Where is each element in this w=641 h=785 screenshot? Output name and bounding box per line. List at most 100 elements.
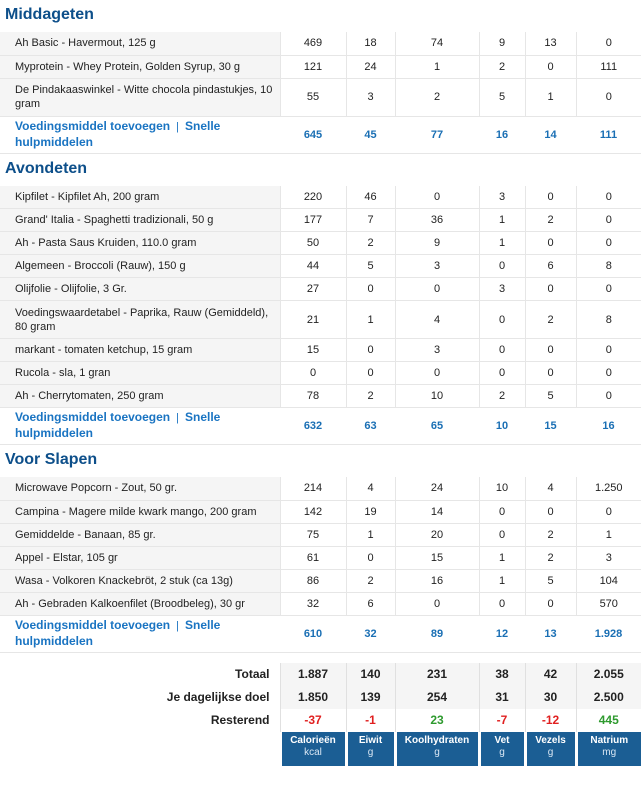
food-row[interactable]: Ah - Cherrytomaten, 250 gram 78 2 10 2 5… <box>0 384 641 408</box>
fat-summary: 31 <box>478 685 525 709</box>
calories-value: 44 <box>279 254 346 278</box>
meal-table-middageten: Ah Basic - Havermout, 125 g 469 18 74 9 … <box>0 32 641 154</box>
food-name[interactable]: Algemeen - Broccoli (Rauw), 150 g <box>0 254 280 278</box>
food-name[interactable]: Rucola - sla, 1 gran <box>0 361 280 385</box>
column-header-fiber: Vezels g <box>523 731 576 766</box>
protein-value: 2 <box>345 231 395 255</box>
food-row[interactable]: Gemiddelde - Banaan, 85 gr. 75 1 20 0 2 … <box>0 523 641 547</box>
add-food-link[interactable]: Voedingsmiddel toevoegen <box>15 118 171 133</box>
food-name[interactable]: Ah - Pasta Saus Kruiden, 110.0 gram <box>0 231 280 255</box>
food-row[interactable]: Olijfolie - Olijfolie, 3 Gr. 27 0 0 3 0 … <box>0 277 641 301</box>
sodium-value: 3 <box>575 546 641 570</box>
fat-value: 0 <box>478 254 525 278</box>
food-name[interactable]: Wasa - Volkoren Knackebröt, 2 stuk (ca 1… <box>0 569 280 593</box>
food-row[interactable]: Myprotein - Whey Protein, Golden Syrup, … <box>0 55 641 79</box>
fiber-value: 0 <box>524 277 576 301</box>
protein-summary: 140 <box>345 662 395 686</box>
calories-value: 61 <box>279 546 346 570</box>
carbs-value: 3 <box>394 338 479 362</box>
column-unit: kcal <box>304 746 322 758</box>
food-row[interactable]: Kipfilet - Kipfilet Ah, 200 gram 220 46 … <box>0 185 641 209</box>
food-name[interactable]: Ah Basic - Havermout, 125 g <box>0 32 280 56</box>
fat-remaining: -7 <box>478 708 525 732</box>
fat-value: 0 <box>478 338 525 362</box>
calories-summary: 1.887 <box>279 662 346 686</box>
meal-totals-row: Voedingsmiddel toevoegen | Snelle hulpmidd… <box>0 407 641 445</box>
food-row[interactable]: Algemeen - Broccoli (Rauw), 150 g 44 5 3… <box>0 254 641 278</box>
column-title: Natrium <box>590 734 629 746</box>
food-name[interactable]: Ah - Cherrytomaten, 250 gram <box>0 384 280 408</box>
sodium-value: 0 <box>575 185 641 209</box>
calories-value: 177 <box>279 208 346 232</box>
calories-value: 50 <box>279 231 346 255</box>
carbs-value: 0 <box>394 277 479 301</box>
link-separator: | <box>176 412 179 424</box>
food-row[interactable]: Wasa - Volkoren Knackebröt, 2 stuk (ca 1… <box>0 569 641 593</box>
protein-total: 32 <box>346 615 395 653</box>
food-name[interactable]: Campina - Magere milde kwark mango, 200 … <box>0 500 280 524</box>
food-row[interactable]: Appel - Elstar, 105 gr 61 0 15 1 2 3 <box>0 546 641 570</box>
meal-totals-row: Voedingsmiddel toevoegen | Snelle hulpmidd… <box>0 615 641 653</box>
food-name[interactable]: Microwave Popcorn - Zout, 50 gr. <box>0 477 280 501</box>
carbs-value: 9 <box>394 231 479 255</box>
fiber-summary: 30 <box>524 685 576 709</box>
calories-value: 21 <box>279 300 346 339</box>
carbs-value: 14 <box>394 500 479 524</box>
fat-value: 3 <box>478 277 525 301</box>
fat-value: 2 <box>478 55 525 79</box>
protein-remaining: -1 <box>345 708 395 732</box>
food-name[interactable]: Appel - Elstar, 105 gr <box>0 546 280 570</box>
meal-actions: Voedingsmiddel toevoegen | Snelle hulpmidd… <box>0 407 280 445</box>
carbs-value: 4 <box>394 300 479 339</box>
carbs-value: 1 <box>394 55 479 79</box>
food-name[interactable]: De Pindakaaswinkel - Witte chocola pinda… <box>0 78 280 117</box>
column-unit: g <box>547 746 554 758</box>
carbs-total: 77 <box>395 116 479 154</box>
carbs-summary: 231 <box>394 662 479 686</box>
quick-tools-link[interactable]: Snelle hulpmiddelen <box>15 617 221 648</box>
calories-value: 32 <box>279 592 346 616</box>
food-name[interactable]: Olijfolie - Olijfolie, 3 Gr. <box>0 277 280 301</box>
link-separator: | <box>176 120 179 133</box>
protein-total: 45 <box>346 116 395 154</box>
column-title: Calorieën <box>290 734 336 746</box>
carbs-remaining: 23 <box>394 708 479 732</box>
summary-label: Resterend <box>210 713 270 727</box>
column-unit: g <box>367 746 374 758</box>
fiber-value: 2 <box>524 300 576 339</box>
food-name[interactable]: Gemiddelde - Banaan, 85 gr. <box>0 523 280 547</box>
calories-value: 75 <box>279 523 346 547</box>
quick-tools-link[interactable]: Snelle hulpmiddelen <box>15 118 221 149</box>
food-name[interactable]: Voedingswaardetabel - Paprika, Rauw (Gem… <box>0 300 280 339</box>
food-name[interactable]: Myprotein - Whey Protein, Golden Syrup, … <box>0 55 280 79</box>
quick-tools-link[interactable]: Snelle hulpmiddelen <box>15 410 221 440</box>
sodium-total: 1.928 <box>576 615 641 653</box>
food-name[interactable]: Ah - Gebraden Kalkoenfilet (Broodbeleg),… <box>0 592 280 616</box>
calories-remaining: -37 <box>279 708 346 732</box>
column-header-calories: Calorieën kcal <box>278 731 346 766</box>
food-row[interactable]: Ah - Gebraden Kalkoenfilet (Broodbeleg),… <box>0 592 641 616</box>
fat-value: 0 <box>478 361 525 385</box>
food-row[interactable]: De Pindakaaswinkel - Witte chocola pinda… <box>0 78 641 117</box>
food-row[interactable]: Microwave Popcorn - Zout, 50 gr. 214 4 2… <box>0 477 641 501</box>
calories-value: 0 <box>279 361 346 385</box>
carbs-value: 16 <box>394 569 479 593</box>
sodium-summary: 2.055 <box>575 662 641 686</box>
fiber-value: 1 <box>524 78 576 117</box>
food-name[interactable]: markant - tomaten ketchup, 15 gram <box>0 338 280 362</box>
food-row[interactable]: Ah Basic - Havermout, 125 g 469 18 74 9 … <box>0 32 641 56</box>
food-row[interactable]: Voedingswaardetabel - Paprika, Rauw (Gem… <box>0 300 641 339</box>
fat-total: 10 <box>479 407 525 445</box>
food-row[interactable]: Rucola - sla, 1 gran 0 0 0 0 0 0 <box>0 361 641 385</box>
food-name[interactable]: Kipfilet - Kipfilet Ah, 200 gram <box>0 185 280 209</box>
sodium-value: 0 <box>575 500 641 524</box>
fat-total: 16 <box>479 116 525 154</box>
food-row[interactable]: Grand' Italia - Spaghetti tradizionali, … <box>0 208 641 232</box>
food-row[interactable]: Campina - Magere milde kwark mango, 200 … <box>0 500 641 524</box>
add-food-link[interactable]: Voedingsmiddel toevoegen <box>15 617 171 632</box>
column-title: Koolhydraten <box>404 734 470 746</box>
food-row[interactable]: markant - tomaten ketchup, 15 gram 15 0 … <box>0 338 641 362</box>
food-name[interactable]: Grand' Italia - Spaghetti tradizionali, … <box>0 208 280 232</box>
food-row[interactable]: Ah - Pasta Saus Kruiden, 110.0 gram 50 2… <box>0 231 641 255</box>
add-food-link[interactable]: Voedingsmiddel toevoegen <box>15 410 171 424</box>
